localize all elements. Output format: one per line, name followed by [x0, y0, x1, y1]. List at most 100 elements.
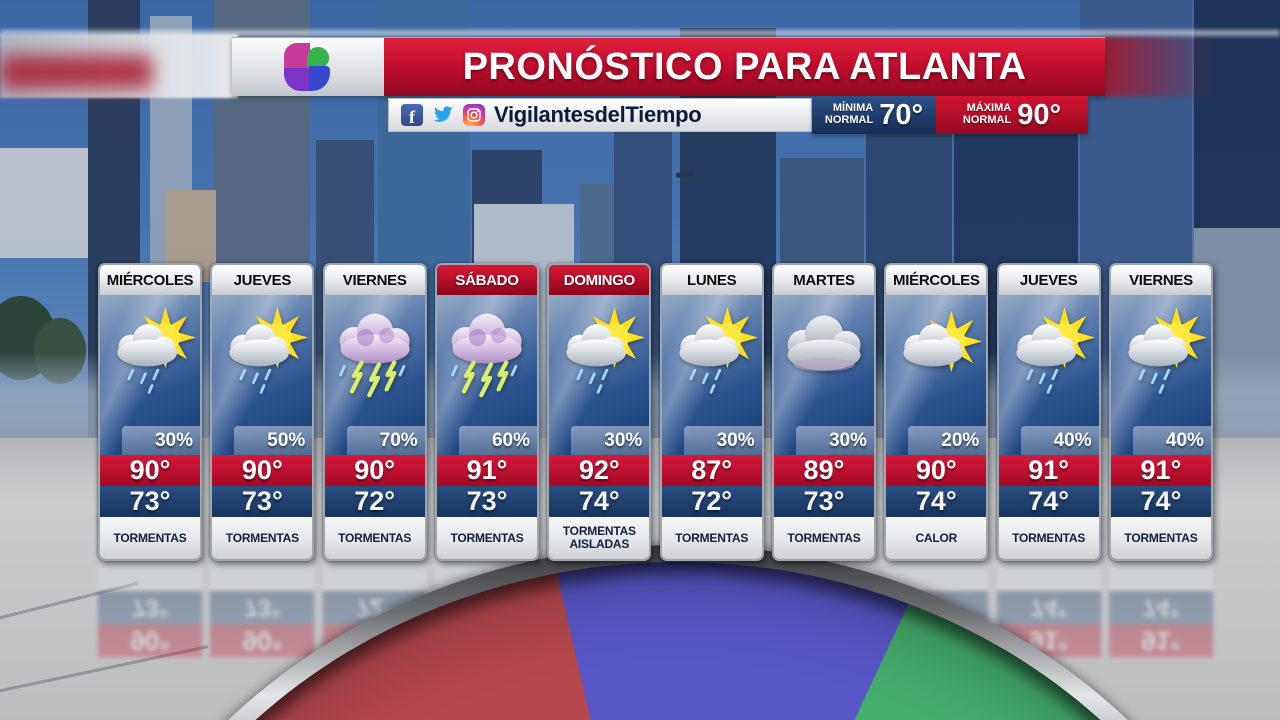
card-sky-panel: 40%	[1110, 295, 1211, 455]
condition-label: TORMENTAS	[436, 517, 537, 559]
condition-label: TORMENTAS AISLADAS	[549, 517, 650, 559]
high-temp: 89°	[773, 455, 874, 486]
sun-cloud-rain-icon	[216, 303, 312, 399]
day-label: JUEVES	[998, 265, 1099, 295]
social-bar: f VigilantesdelTiempo	[388, 98, 812, 132]
logo-green-shape	[307, 47, 329, 68]
card-sky-panel: 70%	[324, 295, 425, 455]
sun-cloud-rain-icon	[1003, 303, 1099, 399]
page-title: PRONÓSTICO PARA ATLANTA	[462, 45, 1027, 88]
day-label: MIÉRCOLES	[100, 265, 200, 295]
condition-label: TORMENTAS	[100, 517, 200, 559]
low-temp: 73°	[100, 486, 200, 517]
social-handle: VigilantesdelTiempo	[494, 102, 702, 127]
forecast-card: LUNES 30% 87° 72° TORMENTAS	[659, 263, 764, 561]
low-temp: 74°	[886, 486, 987, 517]
condition-label: TORMENTAS	[212, 517, 313, 559]
low-temp: 73°	[773, 486, 874, 517]
sun-cloud-rain-icon	[553, 303, 649, 399]
banner-motion-blur	[0, 30, 1280, 36]
precip-probability: 40%	[1020, 426, 1099, 455]
low-temp: 73°	[212, 486, 313, 517]
forecast-card: MARTES 30% 89° 73° TORMENTAS	[771, 263, 876, 561]
forecast-card: JUEVES 40% 91° 74° TORMENTAS	[996, 263, 1101, 561]
low-temp: 74°	[998, 486, 1099, 517]
title-banner: PRONÓSTICO PARA ATLANTA	[232, 37, 1105, 96]
banner-motion-blur	[1104, 37, 1214, 96]
card-sky-panel: 20%	[886, 295, 987, 455]
high-temp: 91°	[998, 455, 1099, 486]
high-temp: 90°	[324, 455, 425, 486]
card-sky-panel: 30%	[773, 295, 874, 455]
skyline-building	[0, 148, 88, 258]
day-label: MIÉRCOLES	[886, 265, 987, 295]
condition-label: TORMENTAS	[998, 517, 1099, 559]
forecast-card-row: MIÉRCOLES 30% 90° 73° TORMENTAS JUEVES 5…	[98, 263, 1213, 561]
low-temp: 73°	[436, 486, 537, 517]
condition-label: TORMENTAS	[661, 517, 762, 559]
forecast-card: SÁBADO 60% 91° 73° TORMENTAS	[434, 263, 539, 561]
precip-probability: 30%	[683, 426, 762, 455]
day-label: SÁBADO	[436, 265, 537, 295]
maxima-normal-box: MÁXIMA NORMAL 90°	[936, 96, 1088, 134]
low-temp: 72°	[324, 486, 425, 517]
card-reflection: 90° 73°	[210, 558, 315, 657]
storm-cloud-icon	[778, 303, 874, 399]
sun-cloud-icon	[890, 303, 986, 399]
minima-normal-value: 70°	[879, 98, 924, 131]
day-label: VIERNES	[1110, 265, 1211, 295]
day-label: DOMINGO	[549, 265, 650, 295]
low-temp: 74°	[1110, 486, 1211, 517]
forecast-card: VIERNES 70% 90° 72° TORMENTAS	[322, 263, 427, 561]
precip-probability: 40%	[1132, 426, 1211, 455]
forecast-card: MIÉRCOLES 20% 90° 74° CALOR	[884, 263, 989, 561]
univision-logo-icon	[284, 43, 332, 91]
card-sky-panel: 50%	[212, 295, 313, 455]
high-temp: 90°	[212, 455, 313, 486]
maxima-normal-label: MÁXIMA NORMAL	[962, 102, 1012, 126]
high-temp: 87°	[661, 455, 762, 486]
day-label: MARTES	[773, 265, 874, 295]
card-sky-panel: 30%	[100, 295, 200, 455]
condition-label: TORMENTAS	[324, 517, 425, 559]
univision-logo-tile	[232, 38, 384, 96]
condition-label: CALOR	[886, 517, 987, 559]
normal-temps: MÍNIMA NORMAL 70° MÁXIMA NORMAL 90°	[812, 96, 1088, 134]
twitter-icon	[433, 106, 454, 122]
precip-probability: 50%	[234, 426, 313, 455]
minima-normal-box: MÍNIMA NORMAL 70°	[812, 96, 936, 134]
card-sky-panel: 30%	[661, 295, 762, 455]
high-temp: 90°	[886, 455, 987, 486]
card-reflection: 91° 74°	[1108, 558, 1213, 657]
precip-probability: 30%	[795, 426, 874, 455]
thunderstorm-icon	[441, 303, 537, 399]
card-sky-panel: 40%	[998, 295, 1099, 455]
high-temp: 91°	[1110, 455, 1211, 486]
precip-probability: 30%	[571, 426, 650, 455]
high-temp: 92°	[549, 455, 650, 486]
precip-probability: 70%	[346, 426, 425, 455]
forecast-card: DOMINGO 30% 92° 74° TORMENTAS AISLADAS	[547, 263, 652, 561]
card-sky-panel: 60%	[436, 295, 537, 455]
forecast-card: JUEVES 50% 90° 73° TORMENTAS	[210, 263, 315, 561]
precip-probability: 30%	[122, 426, 200, 455]
logo-purple-shape	[284, 68, 310, 91]
sun-cloud-rain-icon	[1115, 303, 1211, 399]
facebook-icon: f	[401, 104, 423, 126]
instagram-icon	[463, 104, 485, 126]
day-label: LUNES	[661, 265, 762, 295]
logo-magenta-shape	[284, 43, 310, 68]
high-temp: 91°	[436, 455, 537, 486]
day-label: JUEVES	[212, 265, 313, 295]
thunderstorm-icon	[329, 303, 425, 399]
logo-blue-shape	[309, 66, 330, 91]
forecast-card: MIÉRCOLES 30% 90° 73° TORMENTAS	[98, 263, 202, 561]
precip-probability: 60%	[458, 426, 537, 455]
facebook-glyph: f	[409, 107, 415, 127]
maxima-normal-value: 90°	[1017, 98, 1062, 131]
banner-motion-blur-red	[0, 55, 152, 89]
precip-probability: 20%	[908, 426, 987, 455]
condition-label: TORMENTAS	[773, 517, 874, 559]
sun-cloud-rain-icon	[666, 303, 762, 399]
